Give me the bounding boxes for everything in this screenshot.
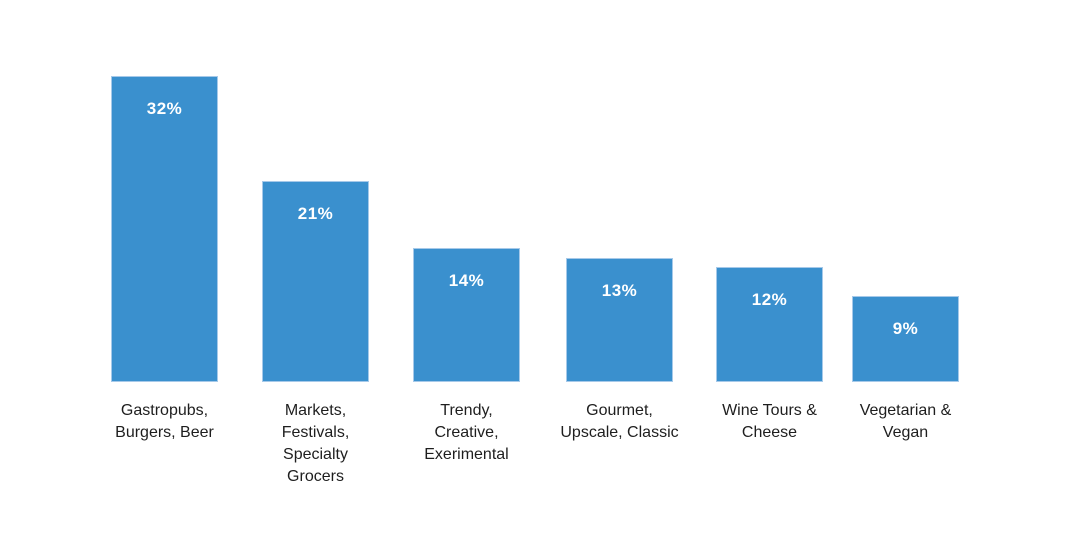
- bar: 13%: [566, 258, 673, 382]
- category-label-line: Wine Tours &: [722, 402, 817, 419]
- bar-value-label: 14%: [448, 271, 485, 290]
- category-label-line: Trendy,: [440, 402, 493, 419]
- category-label-line: Markets,: [284, 402, 347, 419]
- bar: 21%: [262, 181, 369, 382]
- category-label-line: Burgers, Beer: [115, 424, 214, 441]
- bar: 14%: [413, 248, 520, 382]
- category-label-line: Vegetarian &: [859, 402, 952, 419]
- bar-value-label: 13%: [601, 281, 638, 300]
- category-label-line: Vegan: [882, 424, 929, 441]
- bar: 9%: [852, 296, 959, 382]
- category-label: Gastropubs, Burgers, Beer: [80, 400, 250, 444]
- category-label-line: Gourmet,: [586, 402, 653, 419]
- bar-value-label: 9%: [892, 319, 919, 338]
- bar-value-label: 32%: [146, 99, 183, 118]
- category-label: Markets, Festivals, Specialty Grocers: [231, 400, 401, 488]
- category-label-line: Upscale, Classic: [560, 424, 679, 441]
- bar-value-label: 21%: [297, 204, 334, 223]
- category-label-line: Gastropubs,: [120, 402, 209, 419]
- category-label: Wine Tours & Cheese: [685, 400, 855, 444]
- category-label-line: Specialty: [283, 446, 348, 463]
- category-label-line: Festivals,: [281, 424, 350, 441]
- category-label-line: Cheese: [741, 424, 798, 441]
- bar: 32%: [111, 76, 218, 382]
- bar-value-label: 12%: [751, 290, 788, 309]
- category-label: Trendy, Creative, Exerimental: [382, 400, 552, 466]
- category-label-line: Exerimental: [424, 446, 509, 463]
- category-label: Vegetarian & Vegan: [821, 400, 991, 444]
- category-label-line: Creative,: [434, 424, 499, 441]
- category-label-line: Grocers: [287, 468, 344, 485]
- category-label: Gourmet, Upscale, Classic: [535, 400, 705, 444]
- bar: 12%: [716, 267, 823, 382]
